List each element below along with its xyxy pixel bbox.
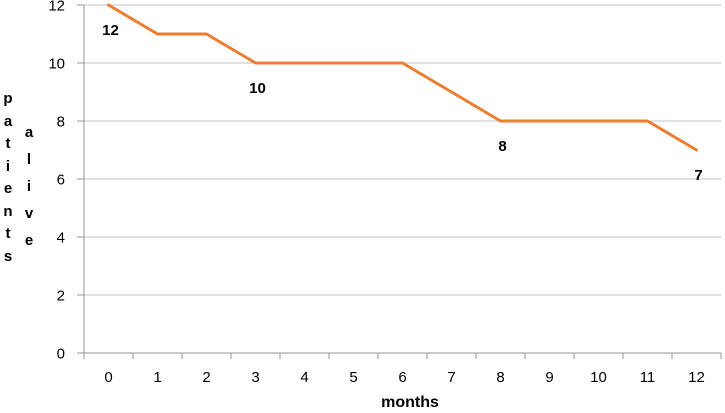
x-tick-label: 7 [447, 369, 455, 386]
y-axis-title-letter: i [5, 157, 11, 175]
y-axis-title-letter: e [3, 180, 13, 197]
series-line [107, 3, 698, 152]
data-label: 7 [694, 167, 702, 184]
data-label: 12 [102, 22, 119, 39]
y-tick-label: 12 [48, 0, 65, 15]
y-axis-title-letter: l [26, 151, 32, 168]
y-axis-title-letter: n [3, 202, 13, 220]
x-tick-label: 9 [545, 369, 553, 386]
y-axis-title-letter: p [3, 90, 13, 107]
y-tick-label: 0 [57, 346, 65, 363]
y-axis-title-letter: t [5, 225, 11, 242]
y-tick-label: 6 [57, 172, 65, 189]
y-axis-title-letter: a [3, 112, 13, 130]
x-tick-label: 10 [590, 369, 607, 386]
y-axis-title-letter: e [24, 232, 34, 249]
data-label: 8 [498, 138, 506, 155]
y-tick-label: 8 [57, 114, 65, 131]
x-tick-label: 1 [153, 369, 161, 386]
y-tick-label: 4 [57, 230, 65, 247]
y-axis-title-letter: s [3, 247, 13, 265]
x-tick-label: 12 [688, 369, 705, 386]
x-tick-label: 11 [640, 369, 656, 386]
y-axis-title-letter: i [26, 178, 32, 195]
y-tick-label: 2 [57, 288, 65, 305]
x-tick-label: 0 [104, 369, 112, 386]
y-axis-title-letter: a [24, 124, 34, 141]
y-axis-title-letter: t [5, 135, 11, 152]
data-label: 10 [249, 80, 266, 97]
x-tick-label: 6 [398, 369, 406, 386]
x-tick-label: 3 [251, 369, 259, 386]
x-tick-label: 5 [349, 369, 357, 386]
x-axis-title: months [381, 394, 439, 411]
y-axis-title-letter: v [24, 205, 34, 222]
x-tick-label: 2 [202, 369, 210, 386]
y-tick-label: 10 [48, 56, 65, 73]
x-tick-label: 4 [300, 369, 308, 386]
x-tick-label: 8 [496, 369, 504, 386]
